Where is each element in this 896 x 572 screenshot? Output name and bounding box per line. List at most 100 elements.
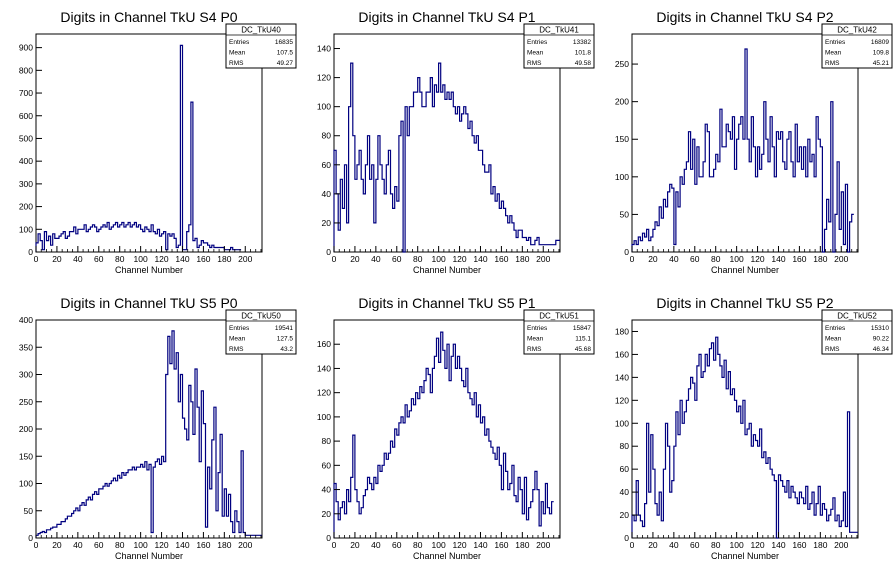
histogram-panel: Digits in Channel TkU S4 P0 0 20 40 60 80 100 1… (19, 9, 297, 275)
x-tick-label: 160 (494, 254, 508, 264)
y-tick-label: 600 (19, 111, 33, 121)
x-tick-label: 120 (750, 254, 764, 264)
y-tick-label: 300 (19, 179, 33, 189)
x-tick-label: 60 (94, 254, 104, 264)
stats-box: DC_TkU52 Entries 15310 Mean 90.22 RMS 46.34 (821, 309, 893, 355)
stats-label-mean: Mean (229, 336, 246, 343)
stats-box: DC_TkU51 Entries 15847 Mean 115.1 RMS 45.68 (523, 309, 595, 355)
stats-label-entries: Entries (229, 39, 250, 46)
y-tick-label: 20 (322, 509, 332, 519)
stats-label-mean: Mean (527, 50, 544, 57)
stats-box-frame (523, 23, 595, 69)
stats-value-entries: 19541 (275, 325, 293, 332)
x-tick-label: 180 (813, 254, 827, 264)
y-tick-label: 100 (615, 418, 629, 428)
chart-title: Digits in Channel TkU S5 P0 (60, 295, 237, 311)
x-tick-label: 20 (350, 540, 360, 550)
histogram-series-line (333, 62, 560, 253)
x-tick-label: 200 (834, 254, 848, 264)
x-tick-label: 200 (238, 254, 252, 264)
stats-value-rms: 45.68 (575, 346, 592, 353)
y-tick-label: 500 (19, 133, 33, 143)
chart-title: Digits in Channel TkU S4 P1 (358, 9, 535, 25)
x-axis-label: Channel Number (413, 265, 481, 275)
stats-value-rms: 45.21 (873, 60, 890, 67)
y-tick-label: 100 (317, 412, 331, 422)
stats-box: DC_TkU42 Entries 16809 Mean 109.8 RMS 45.21 (821, 23, 893, 69)
stats-box-name: DC_TkU50 (241, 312, 281, 321)
x-tick-label: 180 (217, 540, 231, 550)
chart-title: Digits in Channel TkU S5 P1 (358, 295, 535, 311)
stats-value-mean: 115.1 (575, 336, 591, 343)
x-tick-label: 0 (34, 540, 39, 550)
histogram-panel: Digits in Channel TkU S4 P1 0 20 40 60 80 100 1… (317, 9, 595, 275)
x-tick-label: 40 (371, 540, 381, 550)
histogram-series-line (333, 331, 554, 538)
stats-box: DC_TkU50 Entries 19541 Mean 127.5 RMS 43.2 (225, 309, 297, 355)
y-tick-label: 0 (326, 533, 331, 543)
x-tick-label: 200 (238, 540, 252, 550)
x-axis-label: Channel Number (711, 551, 779, 561)
stats-label-rms: RMS (527, 346, 542, 353)
y-tick-label: 40 (322, 189, 332, 199)
stats-box-name: DC_TkU51 (539, 312, 579, 321)
plot-frame (35, 33, 263, 253)
x-tick-label: 160 (792, 540, 806, 550)
y-tick-label: 40 (620, 487, 630, 497)
y-tick-label: 900 (19, 43, 33, 53)
x-tick-label: 20 (648, 540, 658, 550)
x-tick-label: 180 (515, 254, 529, 264)
x-tick-label: 0 (34, 254, 39, 264)
x-tick-label: 20 (350, 254, 360, 264)
stats-label-mean: Mean (825, 50, 842, 57)
y-tick-label: 0 (28, 533, 33, 543)
stats-label-rms: RMS (229, 346, 244, 353)
histogram-series-line (631, 336, 858, 539)
x-tick-label: 100 (432, 254, 446, 264)
y-tick-label: 40 (322, 485, 332, 495)
x-tick-label: 160 (494, 540, 508, 550)
x-axis-label: Channel Number (115, 551, 183, 561)
histogram-series-line (35, 44, 242, 252)
stats-label-entries: Entries (527, 39, 548, 46)
stats-label-mean: Mean (825, 336, 842, 343)
y-tick-label: 200 (19, 202, 33, 212)
x-tick-label: 120 (154, 540, 168, 550)
stats-value-mean: 107.5 (277, 50, 294, 57)
y-tick-label: 160 (615, 349, 629, 359)
y-tick-label: 0 (624, 247, 629, 257)
x-tick-label: 140 (473, 254, 487, 264)
y-tick-label: 50 (620, 209, 630, 219)
x-tick-label: 100 (134, 254, 148, 264)
stats-value-mean: 127.5 (277, 336, 294, 343)
x-tick-label: 140 (771, 540, 785, 550)
x-tick-label: 60 (392, 540, 402, 550)
stats-box-frame (821, 23, 893, 69)
y-tick-label: 140 (615, 372, 629, 382)
y-tick-label: 80 (620, 441, 630, 451)
y-tick-label: 100 (19, 479, 33, 489)
x-tick-label: 80 (413, 540, 423, 550)
y-tick-label: 300 (19, 370, 33, 380)
x-tick-label: 100 (730, 254, 744, 264)
y-tick-label: 700 (19, 88, 33, 98)
y-tick-label: 140 (317, 363, 331, 373)
x-tick-label: 60 (690, 540, 700, 550)
x-tick-label: 140 (771, 254, 785, 264)
y-tick-label: 120 (615, 395, 629, 405)
plot-frame (333, 319, 561, 539)
y-tick-label: 160 (317, 339, 331, 349)
y-tick-label: 400 (19, 315, 33, 325)
stats-label-entries: Entries (825, 39, 846, 46)
y-tick-label: 80 (322, 131, 332, 141)
x-tick-label: 120 (154, 254, 168, 264)
y-tick-label: 200 (19, 424, 33, 434)
y-tick-label: 100 (615, 172, 629, 182)
y-tick-label: 250 (19, 397, 33, 407)
stats-label-rms: RMS (825, 346, 840, 353)
stats-label-rms: RMS (825, 60, 840, 67)
x-tick-label: 60 (392, 254, 402, 264)
stats-label-entries: Entries (825, 325, 846, 332)
stats-value-rms: 46.34 (873, 346, 890, 353)
